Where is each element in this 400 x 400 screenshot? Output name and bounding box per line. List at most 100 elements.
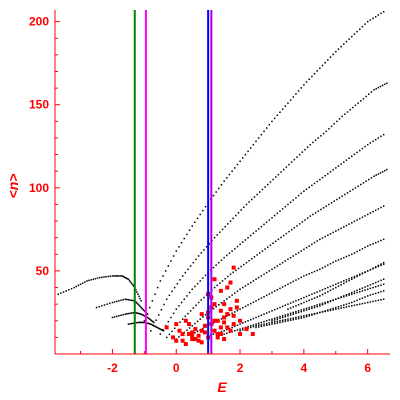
curve-7-point <box>232 271 234 274</box>
curve-9-point <box>321 267 324 269</box>
curve-0-point <box>118 275 120 277</box>
curve-15-point <box>313 297 316 299</box>
curve-14-point <box>305 309 308 311</box>
curve-4-point <box>281 108 284 110</box>
curve-7-point <box>216 284 218 287</box>
curve-15-point <box>377 264 380 267</box>
curve-12-point <box>303 315 305 317</box>
curve-10-point <box>343 280 345 282</box>
curve-8-point <box>382 205 385 207</box>
curve-8-point <box>366 213 369 216</box>
curve-8-point <box>242 286 244 289</box>
curve-7-point <box>277 238 280 241</box>
curve-8-point <box>361 216 364 218</box>
curve-4-point <box>164 270 167 272</box>
curve-3-point <box>157 327 159 329</box>
curve-6-point <box>223 256 225 259</box>
curve-9-point <box>335 260 337 262</box>
curve-6-point <box>345 159 348 161</box>
curve-8-point <box>380 206 382 209</box>
curve-0-point <box>79 283 82 286</box>
curve-6-point <box>369 142 372 144</box>
curve-3-point <box>127 323 130 325</box>
curve-6-point <box>382 133 385 136</box>
curve-7-point <box>248 259 250 262</box>
curve-8-point <box>374 209 377 212</box>
curve-0-point <box>121 275 123 277</box>
curve-7-point <box>221 280 224 282</box>
red-point <box>222 320 227 325</box>
curve-5-point <box>379 85 382 88</box>
curve-6-point <box>271 217 273 219</box>
curve-10-point <box>234 325 236 328</box>
curve-8-point <box>284 260 287 262</box>
curve-6-point <box>204 274 207 277</box>
curve-10-point <box>281 305 284 308</box>
curve-9-point <box>247 304 249 306</box>
curve-9-point <box>196 330 199 333</box>
curve-4-point <box>380 12 382 15</box>
curve-5-point <box>362 97 365 100</box>
curve-12-point <box>337 307 340 310</box>
curve-4-point <box>194 221 196 223</box>
curve-6-point <box>324 174 326 177</box>
curve-5-point <box>349 109 351 111</box>
curve-2-point <box>129 312 131 315</box>
red-point <box>218 288 223 293</box>
curve-15-point <box>356 275 358 278</box>
curve-6-point <box>284 205 287 208</box>
x-tick-label: -2 <box>107 361 118 375</box>
curve-4-point <box>260 133 263 136</box>
curve-1-point <box>140 306 142 309</box>
curve-10-point <box>284 304 287 307</box>
curve-3-point <box>155 326 157 328</box>
curve-9-point <box>279 287 281 290</box>
curve-9-point <box>374 241 377 244</box>
curve-9-point <box>292 280 295 283</box>
curve-9-point <box>308 272 310 275</box>
curve-4-point <box>313 73 316 75</box>
curve-5-point <box>346 111 349 113</box>
curve-0-point <box>109 275 112 277</box>
curve-9-point <box>297 277 300 280</box>
curve-4-point <box>159 280 162 282</box>
red-point <box>180 338 185 343</box>
curve-14-point <box>313 306 316 309</box>
curve-11-point <box>255 323 257 325</box>
curve-7-point <box>173 327 176 330</box>
curve-14-point <box>273 319 276 321</box>
curve-13-point <box>276 322 279 324</box>
curve-13-point <box>281 321 284 323</box>
curve-9-point <box>311 271 313 274</box>
curve-9-point <box>249 302 252 305</box>
curve-7-point <box>330 202 333 204</box>
curve-6-point <box>199 280 201 282</box>
curve-10-point <box>329 285 332 288</box>
curve-0-point <box>92 278 95 281</box>
curve-4-point <box>236 163 239 166</box>
curve-13-point <box>369 294 372 296</box>
red-point <box>231 322 236 327</box>
curve-12-point <box>260 323 263 326</box>
curve-11-point <box>226 332 228 335</box>
curve-13-point <box>263 325 265 327</box>
curve-14-point <box>380 279 382 282</box>
curve-4-point <box>303 84 305 86</box>
curve-5-point <box>354 104 357 107</box>
curve-6-point <box>191 288 193 290</box>
curve-7-point <box>165 336 168 339</box>
curve-3-point <box>139 321 141 324</box>
y-tick-label: 100 <box>29 181 49 195</box>
curve-8-point <box>348 223 350 225</box>
curve-8-point <box>191 325 193 327</box>
curve-6-point <box>244 239 247 241</box>
curve-10-point <box>337 282 340 284</box>
curve-11-point <box>247 325 249 328</box>
curve-7-point <box>197 301 200 304</box>
curve-0-point <box>94 277 97 280</box>
curve-5-point <box>377 86 380 89</box>
curve-1-point <box>138 304 140 307</box>
curve-15-point <box>380 263 382 265</box>
curve-4-point <box>279 111 281 114</box>
curve-9-point <box>239 308 241 310</box>
